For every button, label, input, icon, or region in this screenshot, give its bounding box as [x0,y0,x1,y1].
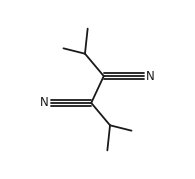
Text: N: N [40,96,49,109]
Text: N: N [146,70,155,83]
